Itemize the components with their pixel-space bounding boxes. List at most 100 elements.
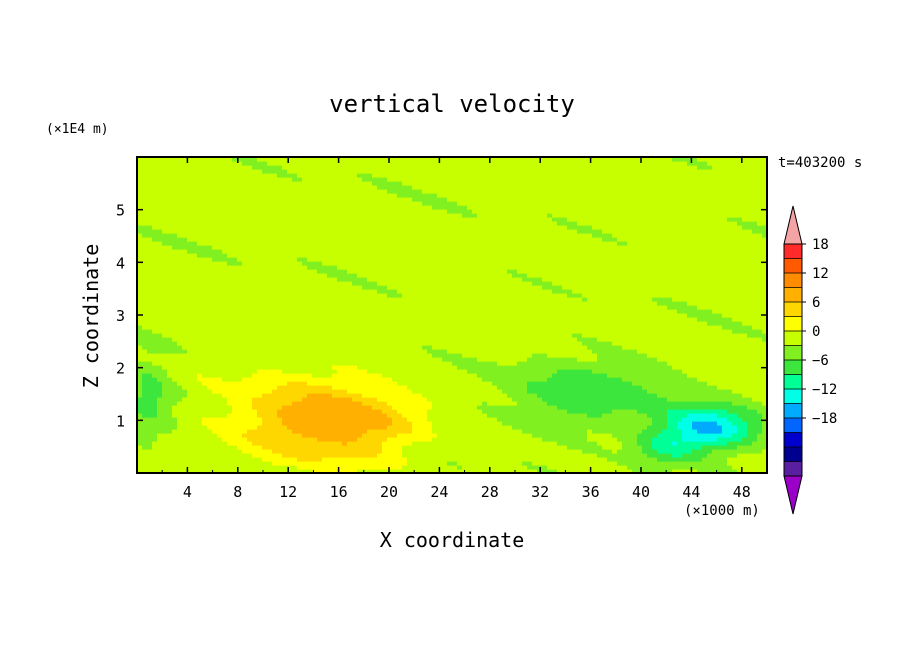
field-cell	[352, 317, 358, 322]
field-cell	[442, 233, 448, 238]
field-cell	[172, 317, 178, 322]
field-cell	[162, 401, 168, 406]
field-cell	[257, 421, 263, 426]
field-cell	[412, 329, 418, 334]
field-cell	[222, 461, 228, 466]
field-cell	[227, 433, 233, 438]
field-cell	[377, 401, 383, 406]
field-cell	[332, 237, 338, 242]
field-cell	[352, 337, 358, 342]
field-cell	[372, 225, 378, 230]
field-cell	[392, 213, 398, 218]
field-cell	[157, 301, 163, 306]
field-cell	[402, 469, 408, 474]
field-cell	[217, 269, 223, 274]
field-cell	[192, 437, 198, 442]
field-cell	[157, 229, 163, 234]
field-cell	[372, 433, 378, 438]
field-cell	[242, 229, 248, 234]
field-cell	[337, 385, 343, 390]
field-cell	[272, 433, 278, 438]
field-cell	[242, 333, 248, 338]
field-cell	[227, 389, 233, 394]
field-cell	[152, 217, 158, 222]
field-cell	[432, 213, 438, 218]
field-cell	[157, 429, 163, 434]
field-cell	[437, 209, 443, 214]
field-cell	[232, 301, 238, 306]
field-cell	[312, 341, 318, 346]
field-cell	[367, 165, 373, 170]
field-cell	[272, 217, 278, 222]
field-cell	[137, 193, 143, 198]
field-cell	[257, 205, 263, 210]
field-cell	[147, 305, 153, 310]
field-cell	[287, 233, 293, 238]
field-cell	[432, 333, 438, 338]
field-cell	[337, 369, 343, 374]
field-cell	[357, 185, 363, 190]
field-cell	[242, 389, 248, 394]
field-cell	[177, 341, 183, 346]
field-cell	[437, 245, 443, 250]
field-cell	[227, 185, 233, 190]
field-cell	[227, 309, 233, 314]
field-cell	[357, 377, 363, 382]
field-cell	[437, 385, 443, 390]
field-cell	[297, 465, 303, 470]
field-cell	[352, 305, 358, 310]
field-cell	[222, 413, 228, 418]
field-cell	[297, 449, 303, 454]
field-cell	[142, 265, 148, 270]
field-cell	[187, 281, 193, 286]
field-cell	[332, 369, 338, 374]
field-cell	[182, 401, 188, 406]
field-cell	[262, 337, 268, 342]
field-cell	[222, 169, 228, 174]
field-cell	[292, 209, 298, 214]
field-cell	[302, 441, 308, 446]
field-cell	[317, 265, 323, 270]
field-cell	[232, 353, 238, 358]
field-cell	[257, 297, 263, 302]
field-cell	[337, 257, 343, 262]
field-cell	[252, 341, 258, 346]
field-cell	[162, 301, 168, 306]
field-cell	[277, 297, 283, 302]
field-cell	[417, 233, 423, 238]
field-cell	[202, 169, 208, 174]
field-cell	[447, 197, 453, 202]
field-cell	[172, 309, 178, 314]
field-cell	[347, 193, 353, 198]
field-cell	[352, 281, 358, 286]
field-cell	[357, 297, 363, 302]
field-cell	[427, 397, 433, 402]
field-cell	[217, 357, 223, 362]
field-cell	[142, 357, 148, 362]
field-cell	[252, 425, 258, 430]
field-cell	[257, 265, 263, 270]
field-cell	[302, 161, 308, 166]
field-cell	[262, 377, 268, 382]
field-cell	[207, 353, 213, 358]
field-cell	[332, 177, 338, 182]
field-cell	[152, 429, 158, 434]
field-cell	[192, 237, 198, 242]
field-cell	[327, 449, 333, 454]
field-cell	[322, 277, 328, 282]
field-cell	[387, 157, 393, 162]
field-cell	[402, 301, 408, 306]
field-cell	[222, 373, 228, 378]
field-cell	[392, 229, 398, 234]
field-cell	[197, 437, 203, 442]
field-cell	[207, 445, 213, 450]
field-cell	[352, 157, 358, 162]
field-cell	[192, 441, 198, 446]
field-cell	[142, 273, 148, 278]
field-cell	[257, 389, 263, 394]
field-cell	[322, 337, 328, 342]
field-cell	[442, 337, 448, 342]
field-cell	[142, 337, 148, 342]
field-cell	[347, 289, 353, 294]
field-cell	[177, 369, 183, 374]
